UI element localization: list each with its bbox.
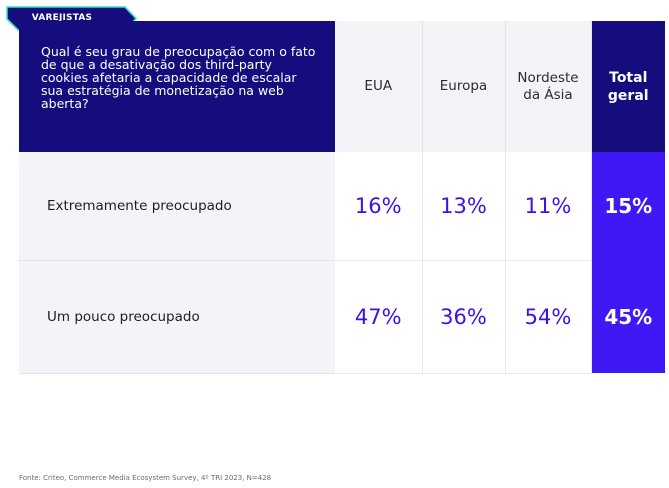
value-cell: 54% (505, 260, 592, 374)
total-value-cell: 45% (591, 260, 665, 373)
survey-table: Qual é seu grau de preocupação com o fat… (19, 21, 665, 374)
column-header-total: Total geral (591, 21, 665, 152)
total-value-cell: 15% (591, 152, 665, 260)
column-header-total-text: Total geral (607, 69, 649, 104)
table-row: Extremamente preocupado 16% 13% 11% 15% (19, 152, 665, 261)
source-footnote: Fonte: Criteo, Commerce Media Ecosystem … (19, 474, 272, 482)
row-label-extremamente: Extremamente preocupado (19, 152, 335, 261)
value-cell: 47% (335, 260, 423, 374)
segment-tag-label: VAREJISTAS (31, 13, 93, 23)
table-header-row: Qual é seu grau de preocupação com o fat… (19, 21, 665, 152)
table-row: Um pouco preocupado 47% 36% 54% 45% (19, 260, 665, 374)
column-header-nordeste-asia-text: Nordeste da Ásia (517, 69, 579, 103)
value-cell: 11% (505, 152, 592, 261)
value-cell: 16% (335, 152, 423, 261)
column-header-nordeste-asia: Nordeste da Ásia (505, 21, 592, 152)
question-header: Qual é seu grau de preocupação com o fat… (19, 21, 335, 152)
column-header-europa: Europa (422, 21, 506, 152)
value-cell: 36% (422, 260, 506, 374)
row-label-um-pouco: Um pouco preocupado (19, 260, 335, 374)
value-cell: 13% (422, 152, 506, 261)
column-header-eua: EUA (335, 21, 423, 152)
